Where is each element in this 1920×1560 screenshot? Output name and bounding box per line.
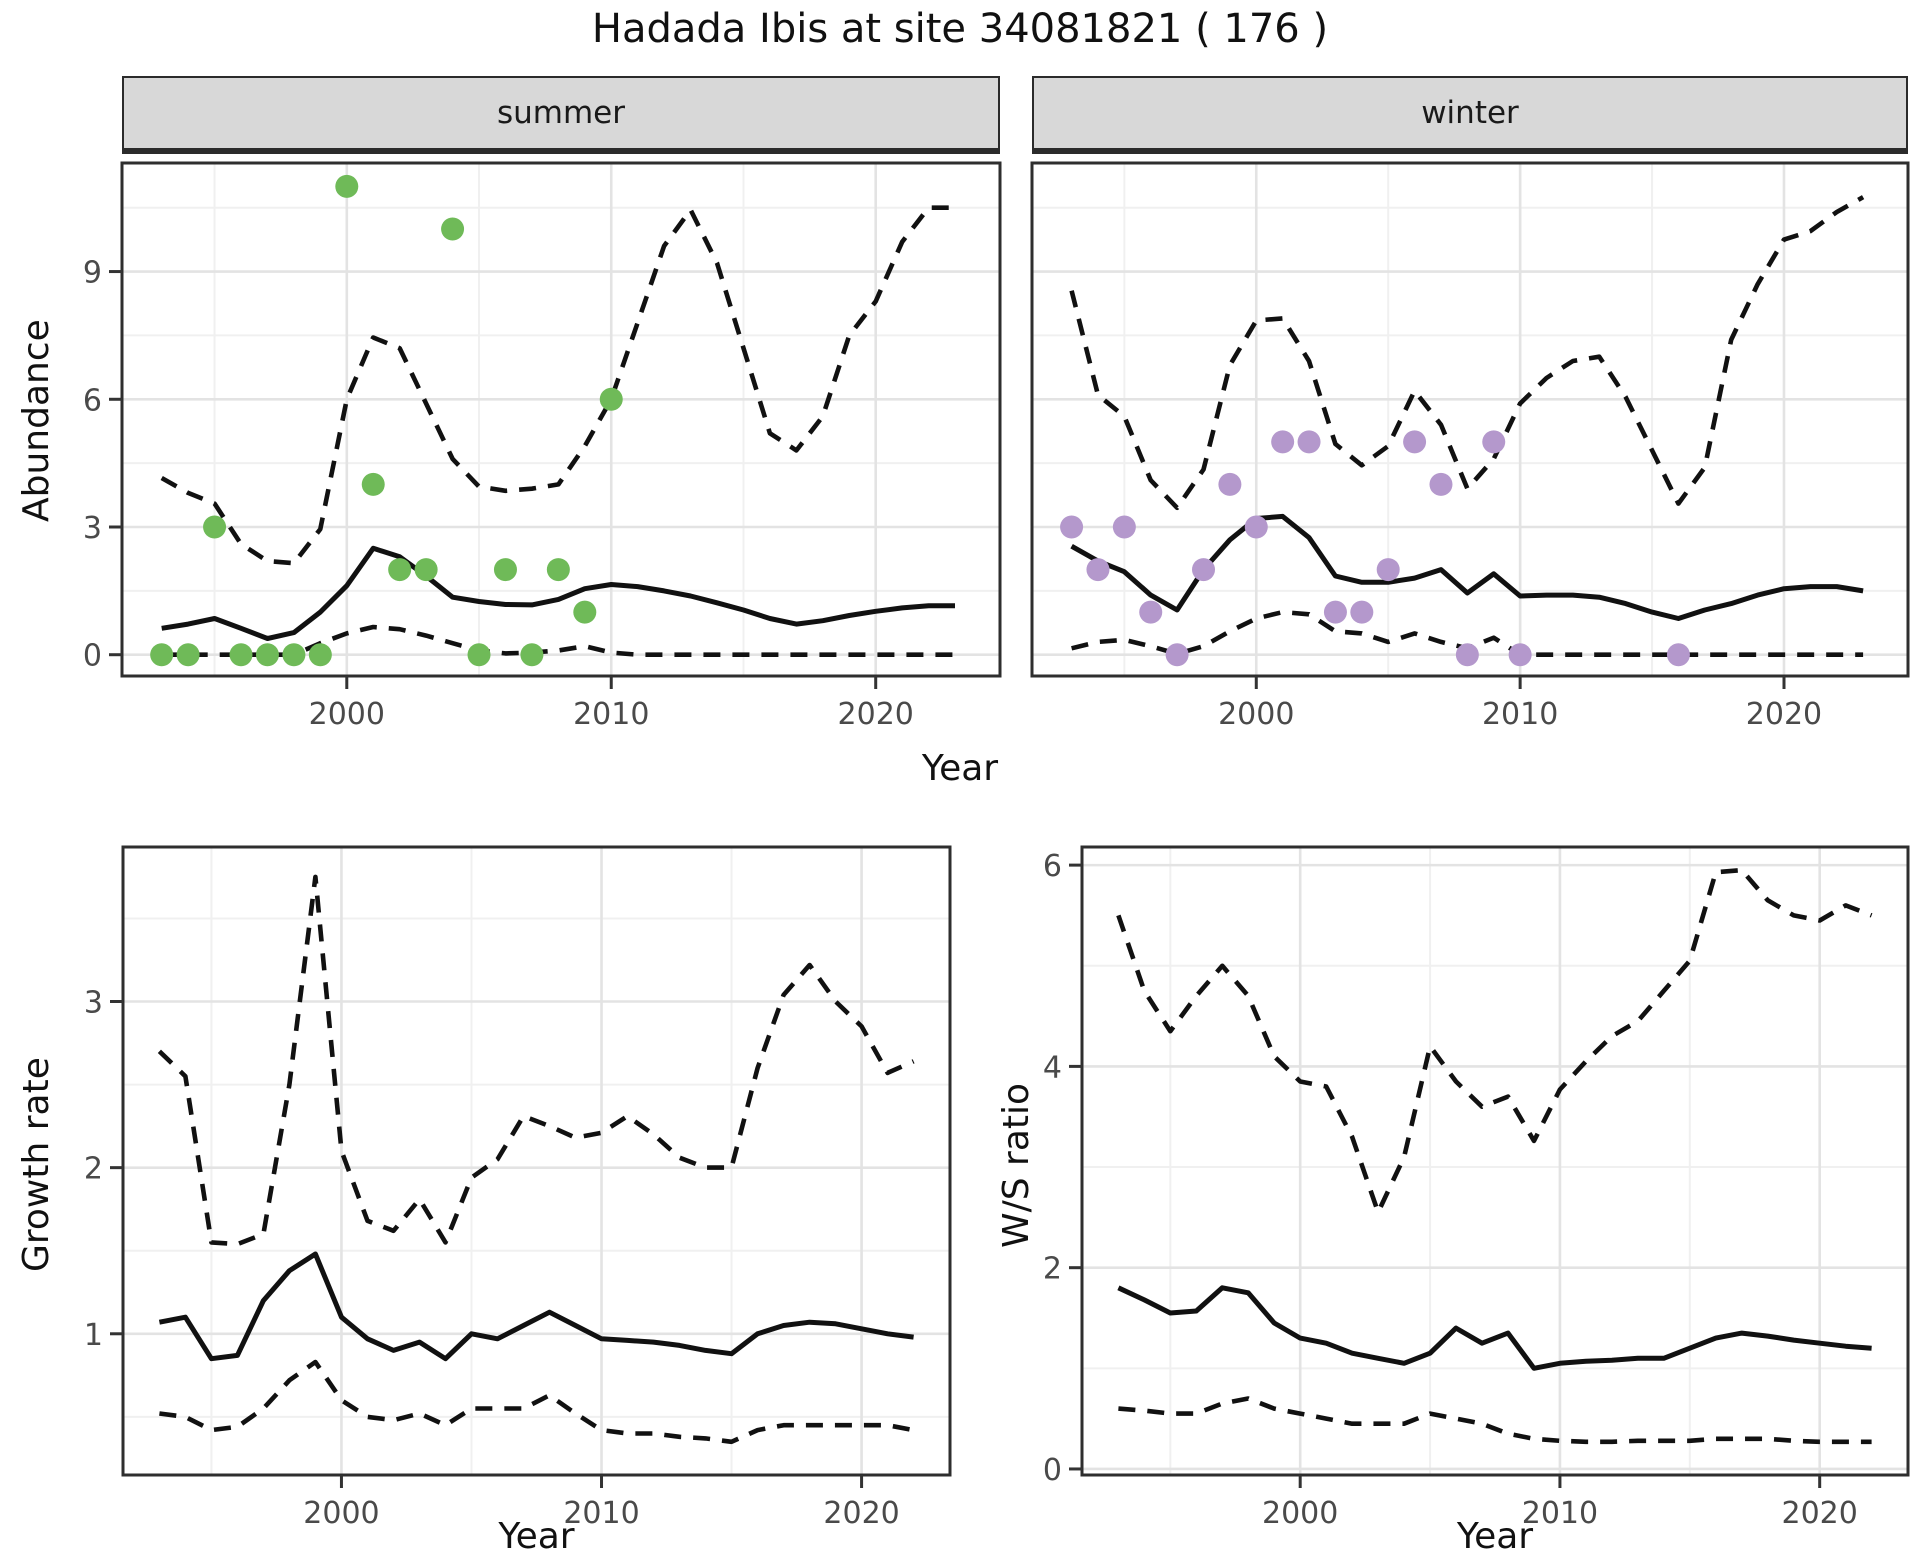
svg-text:0: 0 — [1043, 1453, 1062, 1488]
svg-text:3: 3 — [83, 511, 102, 546]
facet-strip-winter: winter — [1032, 76, 1908, 154]
svg-text:1: 1 — [84, 1318, 103, 1353]
svg-text:2020: 2020 — [823, 1496, 899, 1531]
svg-text:2000: 2000 — [303, 1496, 379, 1531]
svg-text:9: 9 — [83, 256, 102, 291]
facet-strip-summer-label: summer — [496, 95, 625, 131]
svg-text:2000: 2000 — [309, 697, 385, 732]
summer-abundance-panel: 2000 2010 2020 0 3 6 9 — [83, 161, 1002, 732]
svg-text:3: 3 — [84, 986, 103, 1021]
ws-ratio-panel: 2000 2010 2020 0 2 4 6 — [1043, 845, 1910, 1531]
svg-text:2010: 2010 — [573, 697, 649, 732]
svg-text:2010: 2010 — [1482, 697, 1558, 732]
svg-text:2: 2 — [84, 1152, 103, 1187]
year-axis-label-top: Year — [921, 748, 999, 789]
svg-text:0: 0 — [83, 639, 102, 674]
svg-text:2010: 2010 — [563, 1496, 639, 1531]
ws-ratio-axis-label: W/S ratio — [996, 1082, 1037, 1248]
facet-strip-winter-label: winter — [1421, 95, 1519, 131]
svg-text:2000: 2000 — [1262, 1496, 1338, 1531]
year-axis-label-bottom-left: Year — [498, 1516, 575, 1557]
svg-text:2020: 2020 — [1782, 1496, 1858, 1531]
svg-text:6: 6 — [83, 383, 102, 418]
svg-text:2020: 2020 — [1746, 697, 1822, 732]
svg-text:2000: 2000 — [1218, 697, 1294, 732]
year-axis-label-bottom-right: Year — [1456, 1516, 1534, 1557]
svg-text:6: 6 — [1043, 849, 1062, 884]
abundance-axis-label: Abundance — [16, 319, 57, 522]
svg-text:2: 2 — [1043, 1252, 1062, 1287]
chart-title: Hadada Ibis at site 34081821 ( 176 ) — [591, 6, 1329, 52]
svg-text:4: 4 — [1043, 1050, 1062, 1085]
svg-text:2020: 2020 — [838, 697, 914, 732]
growth-rate-axis-label: Growth rate — [16, 1057, 57, 1272]
growth-rate-panel: 2000 2010 2020 1 2 3 — [84, 845, 952, 1531]
svg-text:2010: 2010 — [1522, 1496, 1598, 1531]
facet-strip-summer: summer — [122, 76, 1000, 154]
winter-abundance-panel: 2000 2010 2020 — [1030, 161, 1910, 732]
